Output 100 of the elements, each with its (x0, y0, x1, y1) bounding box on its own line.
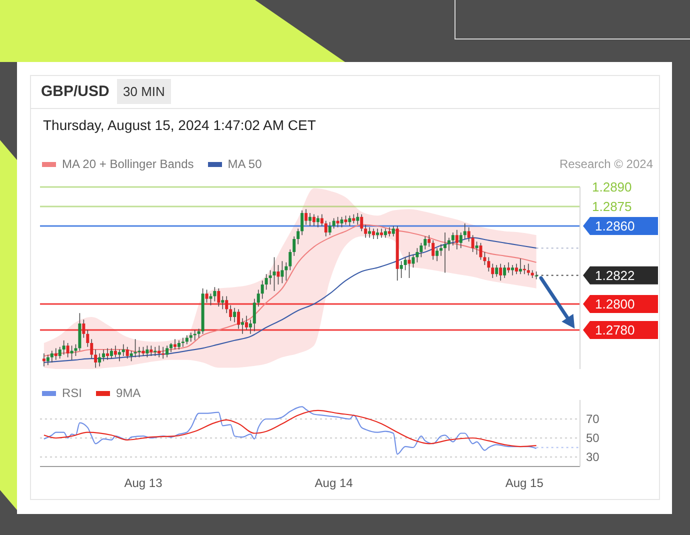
candlestick (66, 342, 70, 358)
candlestick (364, 224, 368, 238)
candlestick (130, 350, 133, 362)
line-series (43, 410, 537, 448)
line-series (43, 406, 537, 455)
candlestick (475, 241, 478, 255)
candlestick (276, 264, 280, 285)
candlestick (237, 308, 240, 330)
y-tick-label: 1.2860 (595, 218, 635, 234)
y-tick-label: 1.2800 (595, 296, 635, 312)
candlestick (388, 226, 391, 237)
candlestick (209, 293, 212, 306)
candlestick (332, 218, 336, 229)
candlestick (221, 296, 224, 310)
candlestick (487, 256, 490, 272)
candlestick (98, 353, 102, 367)
candlestick (90, 338, 94, 359)
candlestick (479, 242, 482, 260)
candlestick (110, 348, 113, 359)
candlestick (518, 258, 522, 274)
candlestick (74, 344, 78, 356)
candlestick (54, 348, 58, 360)
candlestick (459, 232, 462, 248)
candlestick (205, 289, 208, 304)
candlestick (312, 214, 316, 226)
candlestick (252, 298, 256, 332)
candlestick (86, 330, 90, 348)
candlestick (272, 256, 276, 292)
candlestick (471, 234, 474, 252)
candlestick (296, 228, 300, 245)
candlestick (436, 248, 439, 262)
y-tick-label: 50 (586, 431, 600, 446)
x-tick-label: Aug 13 (124, 476, 163, 490)
candlestick (344, 215, 348, 226)
candlestick (280, 260, 284, 284)
candlestick (340, 216, 344, 228)
candlestick (360, 214, 364, 232)
y-tick-label: 70 (586, 412, 600, 426)
candlestick (292, 236, 296, 256)
candlestick (233, 308, 236, 323)
candlestick (495, 264, 498, 278)
legend-label: RSI (61, 386, 82, 400)
candlestick (268, 270, 272, 285)
candlestick (416, 248, 419, 263)
candlestick (503, 264, 506, 278)
x-tick-label: Aug 14 (314, 476, 354, 490)
candlestick (348, 215, 352, 226)
candlestick (440, 244, 443, 256)
candlestick (213, 286, 216, 302)
candlestick (217, 288, 220, 307)
y-tick-label: 30 (586, 450, 600, 464)
candlestick (229, 304, 232, 322)
candlestick (62, 340, 66, 356)
candlestick (308, 212, 312, 226)
candlestick (392, 226, 395, 237)
candlestick (400, 260, 403, 278)
candlestick (118, 349, 121, 362)
candlestick (70, 345, 74, 360)
candlestick (260, 280, 264, 300)
candlestick (376, 228, 379, 240)
candlestick (483, 252, 486, 266)
candlestick (514, 263, 518, 274)
candlestick (248, 319, 252, 334)
legend-label: 9MA (115, 386, 141, 400)
candlestick (424, 236, 427, 250)
candlestick (256, 289, 260, 307)
candlestick (444, 232, 446, 274)
candlestick (82, 319, 86, 338)
candlestick (181, 337, 184, 348)
candlestick (94, 349, 98, 368)
candlestick (264, 274, 268, 290)
candlestick (158, 345, 161, 358)
candlestick (241, 318, 244, 334)
candlestick (368, 226, 372, 238)
candlestick (102, 349, 106, 362)
y-tick-label: 1.2822 (595, 268, 635, 283)
candlestick (225, 296, 228, 314)
candlestick (356, 212, 360, 226)
candlestick (304, 208, 308, 226)
candlestick (412, 254, 415, 268)
legend-label: MA 50 (226, 157, 262, 171)
candlestick (428, 234, 431, 248)
legend-label: MA 20 + Bollinger Bands (61, 157, 194, 171)
candlestick (197, 328, 200, 338)
candlestick (316, 215, 320, 228)
text: Research © 2024 (559, 157, 653, 171)
candlestick (142, 346, 145, 356)
candlestick (134, 338, 137, 358)
text: 30 MIN (117, 79, 171, 104)
chart-subtitle: Thursday, August 15, 2024 1:47:02 AM CET (43, 116, 316, 135)
candlestick (42, 353, 46, 367)
candlestick (372, 228, 376, 240)
candlestick (189, 332, 192, 342)
candlestick (288, 249, 292, 271)
candlestick (507, 262, 510, 274)
candlestick (177, 340, 180, 350)
candlestick (384, 228, 387, 238)
candlestick (491, 263, 494, 278)
candlestick (380, 228, 383, 238)
candlestick (244, 315, 248, 330)
